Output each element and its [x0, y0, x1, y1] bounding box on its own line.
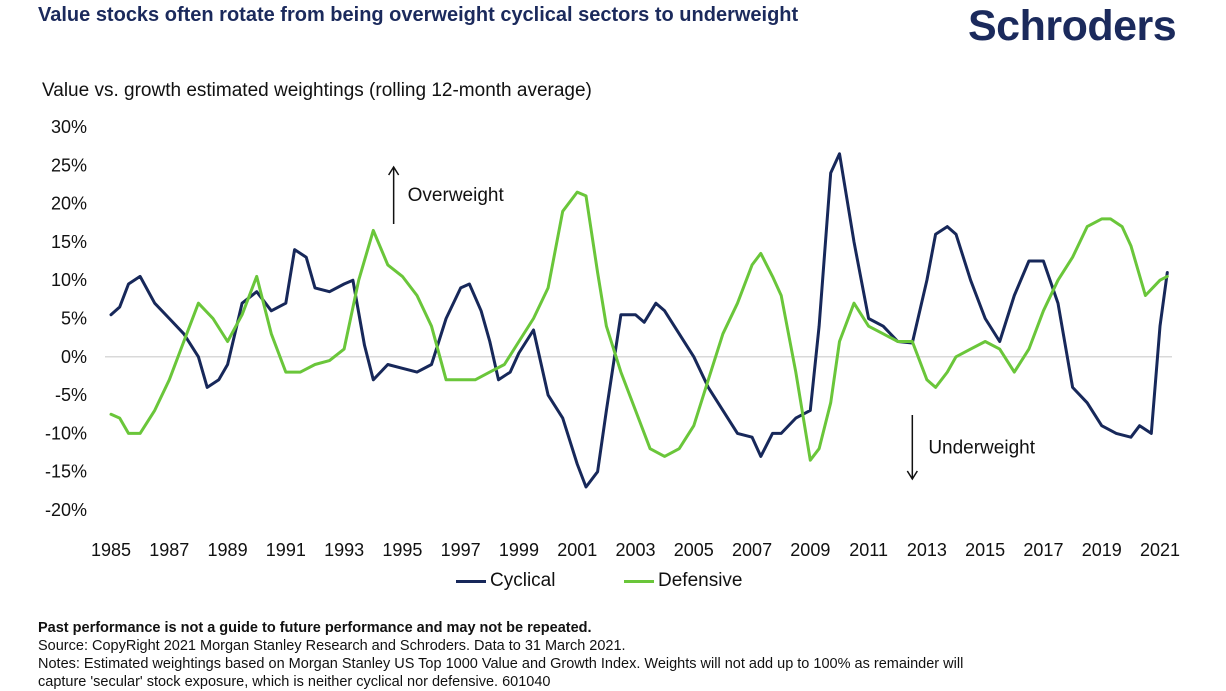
y-tick-label: -20% — [45, 500, 87, 520]
x-tick-label: 1985 — [91, 540, 131, 560]
legend-item-defensive: Defensive — [624, 570, 743, 592]
x-tick-label: 2015 — [965, 540, 1005, 560]
x-tick-label: 2009 — [790, 540, 830, 560]
annotation-arrowhead-overweight — [388, 165, 400, 176]
series-line-cyclical — [109, 152, 1169, 489]
x-tick-label: 1995 — [382, 540, 422, 560]
y-tick-label: 5% — [61, 309, 87, 329]
x-tick-label: 1991 — [266, 540, 306, 560]
x-tick-label: 2001 — [557, 540, 597, 560]
performance-disclaimer: Past performance is not a guide to futur… — [38, 620, 592, 636]
y-tick-label: 20% — [51, 194, 87, 214]
x-tick-label: 2021 — [1140, 540, 1180, 560]
x-tick-label: 2003 — [615, 540, 655, 560]
y-tick-label: 30% — [51, 117, 87, 137]
y-tick-label: 25% — [51, 155, 87, 175]
y-tick-label: 10% — [51, 270, 87, 290]
y-tick-label: -10% — [45, 423, 87, 443]
x-tick-label: 2019 — [1082, 540, 1122, 560]
source-note: Source: CopyRight 2021 Morgan Stanley Re… — [38, 638, 626, 654]
legend-label-cyclical: Cyclical — [490, 570, 556, 591]
schroders-logo: Schroders — [968, 2, 1177, 50]
x-tick-label: 1999 — [499, 540, 539, 560]
footer: Past performance is not a guide to futur… — [38, 619, 1218, 691]
x-tick-label: 1989 — [208, 540, 248, 560]
line-chart: 30% 25% 20% 15% 10% 5% 0% -5% -10% -15% -20%1985 19… — [45, 117, 1180, 560]
x-tick-label: 1987 — [149, 540, 189, 560]
x-tick-label: 2011 — [849, 540, 888, 560]
x-tick-label: 2005 — [674, 540, 714, 560]
x-tick-label: 1993 — [324, 540, 364, 560]
x-tick-label: 2007 — [732, 540, 772, 560]
legend-swatch-defensive — [624, 579, 654, 583]
legend-item-cyclical: Cyclical — [456, 570, 555, 592]
legend-swatch-cyclical — [456, 579, 486, 583]
notes-text-continued: capture 'secular' stock exposure, which … — [38, 674, 551, 690]
annotation-label-underweight: Underweight — [928, 438, 1035, 459]
y-tick-label: -5% — [55, 385, 87, 405]
series-line-defensive — [109, 190, 1169, 462]
y-tick-label: 0% — [61, 347, 87, 367]
x-tick-label: 2017 — [1023, 540, 1063, 560]
chart-headline: Value stocks often rotate from being ove… — [38, 4, 799, 26]
y-tick-label: 15% — [51, 232, 87, 252]
y-tick-label: -15% — [45, 462, 87, 482]
annotation-label-overweight: Overweight — [408, 185, 505, 206]
notes-text: Notes: Estimated weightings based on Mor… — [38, 656, 964, 672]
legend-label-defensive: Defensive — [658, 570, 743, 591]
x-tick-label: 1997 — [441, 540, 481, 560]
chart-title: Value vs. growth estimated weightings (r… — [42, 80, 592, 101]
annotation-arrowhead-underweight — [906, 470, 918, 481]
x-tick-label: 2013 — [907, 540, 947, 560]
